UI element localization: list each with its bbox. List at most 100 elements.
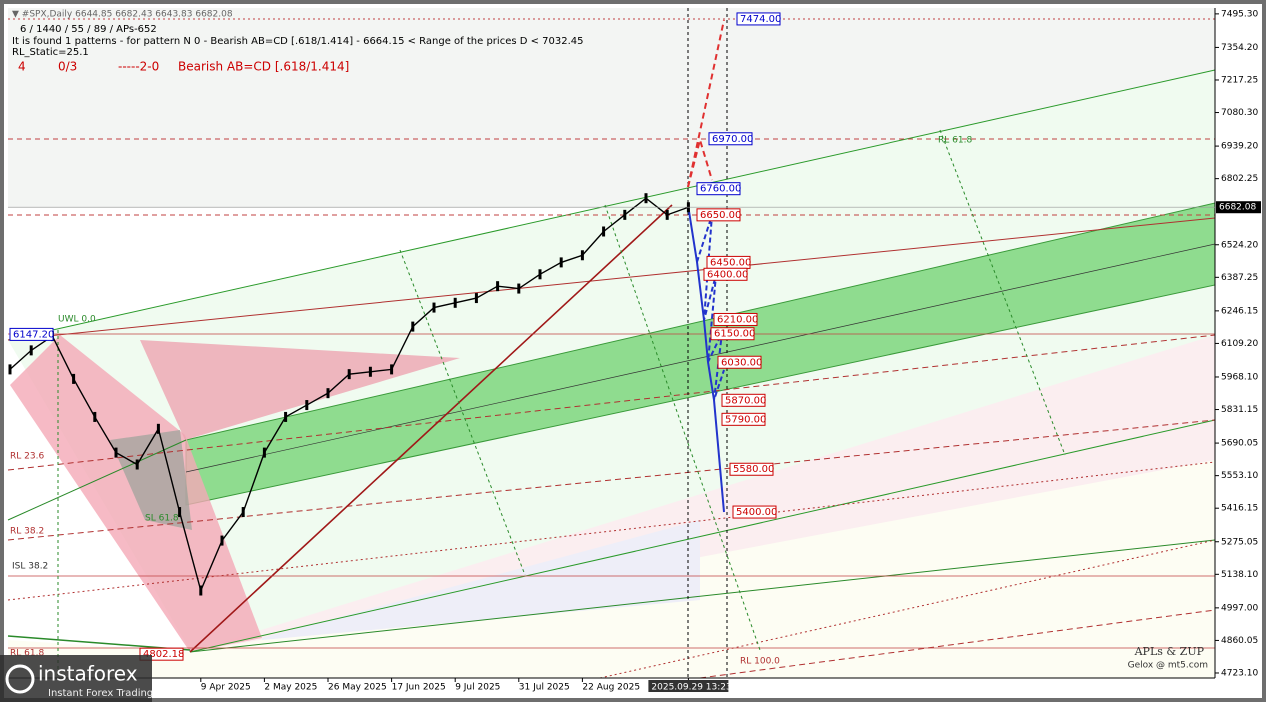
level-box bbox=[732, 505, 777, 519]
fan-line bbox=[189, 539, 1216, 653]
red-dashed bbox=[7, 419, 1216, 541]
candle bbox=[538, 269, 542, 280]
fib-label: RL 61.8 bbox=[938, 136, 972, 146]
candle bbox=[262, 447, 266, 458]
candle bbox=[8, 364, 12, 375]
red-dotted bbox=[599, 539, 1216, 679]
candle bbox=[623, 209, 627, 220]
pattern-text: -----2-0 bbox=[118, 60, 159, 74]
fib-line bbox=[939, 129, 1066, 456]
candle bbox=[220, 535, 224, 546]
fib-line bbox=[604, 204, 761, 651]
pattern-text: 4 bbox=[18, 60, 26, 74]
y-tick-label: 6109.20 bbox=[1221, 339, 1258, 349]
projection-down bbox=[687, 204, 725, 513]
candle bbox=[326, 388, 330, 399]
candle bbox=[496, 281, 500, 292]
candle bbox=[474, 293, 478, 304]
x-tick-label: 31 Jul 2025 bbox=[519, 683, 570, 693]
y-tick-label: 5690.05 bbox=[1221, 439, 1258, 449]
logo: instaforex Instant Forex Trading bbox=[0, 655, 153, 702]
fib-label: SL 61.8 bbox=[145, 514, 179, 524]
fib-label: RL 61.8 bbox=[10, 649, 44, 659]
candle bbox=[368, 366, 372, 377]
y-tick-label: 6524.20 bbox=[1221, 240, 1258, 250]
red-dashed bbox=[7, 334, 1216, 471]
credit: APLs & ZUP bbox=[1134, 645, 1205, 658]
level-label: 6030.00 bbox=[721, 357, 762, 368]
level-box bbox=[708, 132, 753, 146]
pattern-line: 4 0/3 -----2-0 Bearish AB=CD [.618/1.414… bbox=[18, 60, 349, 74]
level-label: 6450.00 bbox=[710, 257, 751, 268]
level-box bbox=[703, 267, 748, 281]
logo-box bbox=[0, 655, 152, 702]
mid-line bbox=[185, 243, 1216, 473]
level-label: 7474.00 bbox=[740, 14, 781, 25]
level-box bbox=[9, 327, 54, 341]
level-box bbox=[710, 327, 755, 341]
green-line bbox=[7, 439, 187, 521]
x-tick-label: 26 May 2025 bbox=[328, 683, 387, 693]
logo-text: instaforex bbox=[38, 662, 138, 686]
last-price-box bbox=[1216, 201, 1261, 214]
last-price-label: 6682.08 bbox=[1219, 203, 1256, 213]
level-label: 4802.18 bbox=[143, 649, 184, 660]
pattern-leg bbox=[189, 204, 673, 653]
logo-tagline: Instant Forex Trading bbox=[48, 688, 153, 699]
pattern-text: 0/3 bbox=[58, 60, 77, 74]
level-box bbox=[717, 355, 762, 369]
y-tick-label: 6802.25 bbox=[1221, 174, 1258, 184]
candle bbox=[517, 283, 521, 294]
candle bbox=[559, 257, 563, 268]
level-label: 6970.00 bbox=[712, 134, 753, 145]
y-tick-label: 4723.10 bbox=[1221, 668, 1258, 678]
pattern-text: Bearish AB=CD [.618/1.414] bbox=[178, 60, 349, 74]
level-box bbox=[729, 462, 774, 476]
zones bbox=[8, 8, 1216, 678]
y-tick-label: 6387.25 bbox=[1221, 273, 1258, 283]
y-tick-label: 5416.15 bbox=[1221, 504, 1258, 514]
level-label: 5870.00 bbox=[725, 395, 766, 406]
annotation: It is found 1 patterns - for pattern N 0… bbox=[12, 36, 584, 47]
red-dashed bbox=[699, 609, 1216, 679]
fib-label: RL 100.0 bbox=[740, 657, 780, 667]
candle bbox=[241, 507, 245, 518]
chart-title: ▼ #SPX,Daily 6644.85 6682.43 6643.83 668… bbox=[12, 10, 233, 20]
level-label: 6210.00 bbox=[717, 314, 758, 325]
candle bbox=[178, 507, 182, 518]
candle bbox=[114, 447, 118, 458]
fib-label: UWL 0.0 bbox=[58, 315, 96, 325]
x-tick-label: 2 May 2025 bbox=[264, 683, 317, 693]
subtitle: 6 / 1440 / 55 / 89 / APs-652 bbox=[20, 24, 157, 35]
fib-label: RL 23.6 bbox=[10, 452, 44, 462]
pink-wedge bbox=[140, 340, 460, 440]
level-label: 6150.00 bbox=[714, 329, 755, 340]
candle bbox=[29, 345, 33, 356]
level-label: 5790.00 bbox=[725, 414, 766, 425]
level-label: 6147.20 bbox=[13, 329, 54, 340]
candle bbox=[644, 193, 648, 204]
projection-zigzag bbox=[696, 214, 725, 401]
y-tick-label: 5138.10 bbox=[1221, 570, 1258, 580]
x-tick-label: 9 Apr 2025 bbox=[201, 683, 251, 693]
level-box bbox=[696, 208, 741, 222]
candle bbox=[432, 302, 436, 313]
x-tick-label: 9 Jul 2025 bbox=[455, 683, 500, 693]
candle bbox=[580, 250, 584, 261]
candle bbox=[135, 459, 139, 470]
y-tick-label: 7354.20 bbox=[1221, 43, 1258, 53]
price-axis bbox=[1215, 8, 1262, 680]
level-label: 6400.00 bbox=[707, 269, 748, 280]
level-box bbox=[713, 312, 758, 326]
zone-pink bbox=[190, 335, 1215, 652]
level-box bbox=[696, 182, 741, 196]
y-tick-label: 5275.05 bbox=[1221, 537, 1258, 547]
candle bbox=[665, 209, 669, 220]
candle bbox=[305, 400, 309, 411]
y-tick-label: 7080.30 bbox=[1221, 108, 1258, 118]
candle bbox=[347, 369, 351, 380]
candle bbox=[411, 321, 415, 332]
y-tick-label: 5553.10 bbox=[1221, 471, 1258, 481]
level-label: 6760.00 bbox=[700, 184, 741, 195]
candle bbox=[93, 411, 97, 422]
